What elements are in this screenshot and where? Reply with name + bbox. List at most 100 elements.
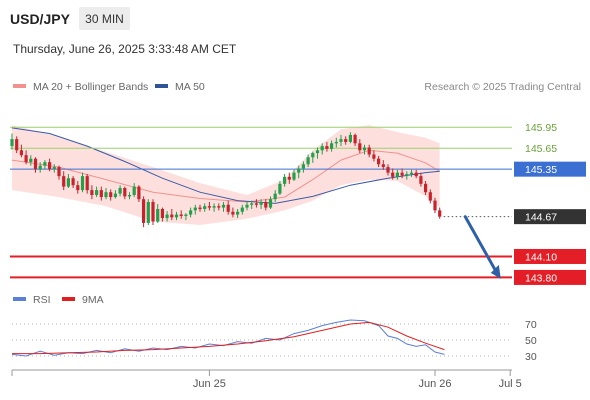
candle-body xyxy=(184,214,188,216)
candle-body xyxy=(151,201,155,222)
candle-body xyxy=(283,176,287,184)
support-badge xyxy=(514,269,586,285)
rsi-tick-label: 70 xyxy=(525,319,537,331)
symbol-title: USD/JPY xyxy=(10,11,71,27)
price-pane: 145.95 145.65 145.35 144.67 144.10 143.80 xyxy=(10,122,586,285)
candle-body xyxy=(339,139,343,142)
legend-swatch-ma50 xyxy=(155,84,168,88)
time-axis-label: Jul 5 xyxy=(499,378,522,390)
candle-body xyxy=(344,139,348,142)
forecast-arrow-head xyxy=(490,264,501,279)
timestamp: Thursday, June 26, 2025 3:33:48 AM CET xyxy=(13,42,237,56)
candle-body xyxy=(268,199,273,208)
candle-body xyxy=(377,158,381,165)
candle-body xyxy=(330,143,334,149)
candle-body xyxy=(85,176,89,191)
candle-body xyxy=(198,207,202,209)
candle-body xyxy=(165,214,169,219)
candle-body xyxy=(15,139,19,151)
candle-body xyxy=(424,183,428,193)
candle-body xyxy=(320,146,324,151)
legend-label-9ma: 9MA xyxy=(82,294,104,306)
time-axis: Jun 25 Jun 26 Jul 5 xyxy=(11,369,522,390)
pivot-label: 145.35 xyxy=(525,164,557,176)
candle-body xyxy=(264,201,268,208)
candle-body xyxy=(10,139,14,147)
credit: Research © 2025 Trading Central xyxy=(424,81,581,93)
candle-body xyxy=(207,206,211,208)
candle-body xyxy=(57,167,61,177)
candle-body xyxy=(71,178,75,186)
candle-body xyxy=(43,162,47,166)
legend-label-rsi: RSI xyxy=(33,294,51,306)
candle-body xyxy=(381,164,385,168)
candle-body xyxy=(409,172,414,175)
bollinger-band xyxy=(12,125,440,225)
candle-body xyxy=(137,186,141,200)
support-label: 143.80 xyxy=(525,272,557,284)
candle-body xyxy=(38,165,42,170)
candle-body xyxy=(254,203,258,205)
candle-body xyxy=(240,207,244,212)
candle-body xyxy=(428,192,432,201)
candle-body xyxy=(62,176,66,187)
candle-body xyxy=(203,206,207,209)
legend-label-ma50: MA 50 xyxy=(175,81,205,93)
candle-body xyxy=(189,210,193,215)
candle-body xyxy=(372,154,376,159)
candle-body xyxy=(306,157,310,165)
candle-body xyxy=(212,206,216,208)
last-price-badge xyxy=(514,209,586,225)
support-label: 144.10 xyxy=(525,251,557,263)
legend-swatch-ma20 xyxy=(13,84,26,88)
candle-body xyxy=(127,195,132,197)
candle-body xyxy=(325,146,329,149)
candle-body xyxy=(19,150,23,156)
candle-body xyxy=(66,178,70,187)
ma20-line xyxy=(11,149,440,203)
candle-body xyxy=(231,211,235,215)
candle-body xyxy=(400,172,404,176)
pivot-badge xyxy=(514,161,586,177)
candle-body xyxy=(29,158,33,163)
legend-swatch-rsi xyxy=(13,297,26,301)
candle-body xyxy=(146,201,150,223)
candle-body xyxy=(287,176,291,180)
rsi-pane: 70 50 30 xyxy=(11,319,537,363)
candle-body xyxy=(405,174,409,176)
candle-body xyxy=(419,176,423,184)
candle-body xyxy=(170,214,174,218)
candle-body xyxy=(367,147,371,155)
candle-body xyxy=(95,190,99,195)
candle-body xyxy=(353,134,357,144)
rsi-tick-label: 30 xyxy=(525,351,537,363)
candle-body xyxy=(315,150,320,154)
candle-body xyxy=(358,143,362,151)
candle-body xyxy=(438,210,442,217)
candle-body xyxy=(104,192,108,198)
time-axis-label: Jun 25 xyxy=(193,378,226,390)
candle-body xyxy=(118,188,122,194)
candle-body xyxy=(245,204,249,208)
forecast-arrow-shaft xyxy=(463,215,499,275)
candle-body xyxy=(24,155,28,163)
rsi-ma9-line xyxy=(12,321,445,355)
candle-body xyxy=(160,208,164,219)
candle-body xyxy=(142,199,146,223)
candle-body xyxy=(132,186,136,195)
candle-body xyxy=(48,162,52,170)
last-price-label: 144.67 xyxy=(525,212,557,224)
candle-body xyxy=(386,167,390,173)
candle-body xyxy=(179,214,183,216)
resistance-label: 145.65 xyxy=(525,143,557,155)
support-badge xyxy=(514,248,586,264)
candle-body xyxy=(90,190,94,195)
candle-body xyxy=(193,207,197,211)
candle-body xyxy=(301,164,305,169)
resistance-label: 145.95 xyxy=(525,122,557,134)
interval-badge[interactable] xyxy=(79,7,130,30)
interval-label: 30 MIN xyxy=(85,12,124,26)
candle-body xyxy=(348,134,352,142)
candle-body xyxy=(226,204,230,212)
